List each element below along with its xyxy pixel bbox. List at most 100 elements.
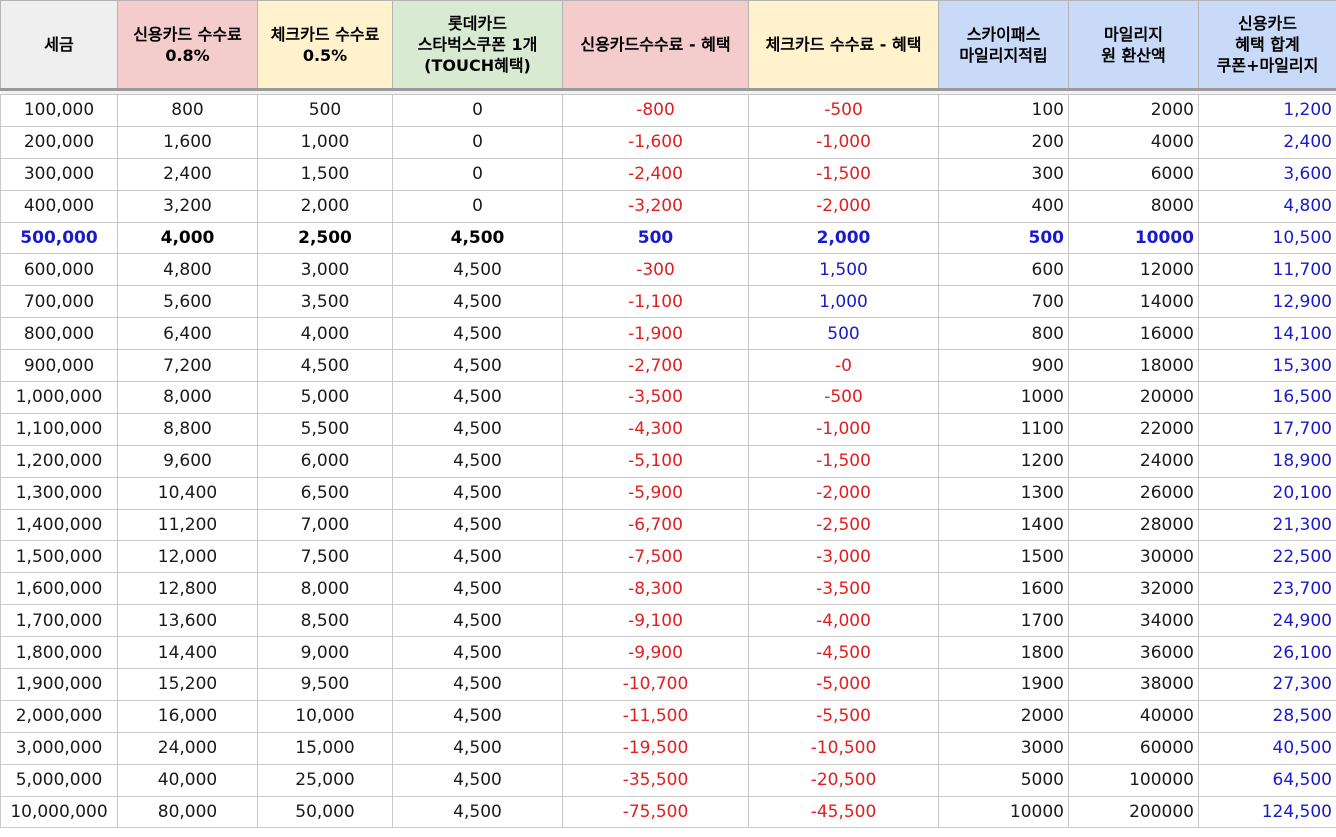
cell-skypass-mileage[interactable]: 1000 bbox=[938, 381, 1069, 414]
cell-check-minus-benefit[interactable]: -3,000 bbox=[748, 540, 939, 574]
cell-check-fee[interactable]: 3,000 bbox=[257, 253, 393, 287]
cell-mileage-won-value[interactable]: 36000 bbox=[1068, 636, 1199, 670]
cell-mileage-won-value[interactable]: 8000 bbox=[1068, 189, 1199, 223]
column-header-credit-total-benefit[interactable]: 신용카드 혜택 합계 쿠폰+마일리지 bbox=[1198, 0, 1336, 90]
cell-credit-minus-benefit[interactable]: -4,300 bbox=[562, 412, 749, 446]
cell-credit-fee[interactable]: 14,400 bbox=[117, 636, 258, 670]
cell-starbucks-coupon[interactable]: 4,500 bbox=[392, 731, 563, 765]
cell-skypass-mileage[interactable]: 1400 bbox=[938, 508, 1069, 542]
cell-credit-minus-benefit[interactable]: -300 bbox=[562, 253, 749, 287]
cell-credit-minus-benefit[interactable]: -2,700 bbox=[562, 349, 749, 383]
column-header-skypass-mileage[interactable]: 스카이패스 마일리지적립 bbox=[938, 0, 1069, 90]
cell-starbucks-coupon[interactable]: 4,500 bbox=[392, 668, 563, 701]
cell-starbucks-coupon[interactable]: 4,500 bbox=[392, 699, 563, 733]
cell-credit-fee[interactable]: 3,200 bbox=[117, 189, 258, 223]
cell-mileage-won-value[interactable]: 6000 bbox=[1068, 157, 1199, 191]
cell-credit-minus-benefit[interactable]: -5,100 bbox=[562, 444, 749, 478]
cell-credit-fee[interactable]: 80,000 bbox=[117, 795, 258, 829]
cell-check-minus-benefit[interactable]: -0 bbox=[748, 349, 939, 383]
cell-credit-fee[interactable]: 10,400 bbox=[117, 476, 258, 510]
cell-credit-fee[interactable]: 2,400 bbox=[117, 157, 258, 191]
cell-tax[interactable]: 3,000,000 bbox=[0, 731, 118, 765]
cell-mileage-won-value[interactable]: 60000 bbox=[1068, 731, 1199, 765]
cell-credit-fee[interactable]: 4,800 bbox=[117, 253, 258, 287]
cell-credit-minus-benefit[interactable]: -5,900 bbox=[562, 476, 749, 510]
cell-credit-fee[interactable]: 5,600 bbox=[117, 285, 258, 319]
cell-check-minus-benefit[interactable]: -5,500 bbox=[748, 699, 939, 733]
cell-skypass-mileage[interactable]: 200 bbox=[938, 125, 1069, 159]
cell-credit-total-benefit[interactable]: 23,700 bbox=[1198, 572, 1336, 606]
cell-starbucks-coupon[interactable]: 0 bbox=[392, 189, 563, 223]
cell-check-minus-benefit[interactable]: -5,000 bbox=[748, 668, 939, 701]
cell-check-fee[interactable]: 9,000 bbox=[257, 636, 393, 670]
cell-starbucks-coupon[interactable]: 4,500 bbox=[392, 572, 563, 606]
column-header-mileage-won-value[interactable]: 마일리지 원 환산액 bbox=[1068, 0, 1199, 90]
cell-check-minus-benefit[interactable]: -500 bbox=[748, 381, 939, 414]
cell-check-fee[interactable]: 25,000 bbox=[257, 763, 393, 797]
cell-check-fee[interactable]: 6,000 bbox=[257, 444, 393, 478]
cell-check-fee[interactable]: 5,000 bbox=[257, 381, 393, 414]
cell-skypass-mileage[interactable]: 500 bbox=[938, 221, 1069, 255]
cell-check-fee[interactable]: 1,500 bbox=[257, 157, 393, 191]
cell-check-fee[interactable]: 4,000 bbox=[257, 317, 393, 351]
cell-credit-fee[interactable]: 11,200 bbox=[117, 508, 258, 542]
cell-tax[interactable]: 800,000 bbox=[0, 317, 118, 351]
cell-credit-fee[interactable]: 1,600 bbox=[117, 125, 258, 159]
cell-credit-minus-benefit[interactable]: -9,900 bbox=[562, 636, 749, 670]
cell-starbucks-coupon[interactable]: 4,500 bbox=[392, 444, 563, 478]
cell-credit-total-benefit[interactable]: 1,200 bbox=[1198, 94, 1336, 127]
cell-starbucks-coupon[interactable]: 4,500 bbox=[392, 221, 563, 255]
cell-credit-fee[interactable]: 7,200 bbox=[117, 349, 258, 383]
cell-credit-minus-benefit[interactable]: -11,500 bbox=[562, 699, 749, 733]
cell-starbucks-coupon[interactable]: 4,500 bbox=[392, 763, 563, 797]
cell-starbucks-coupon[interactable]: 4,500 bbox=[392, 381, 563, 414]
cell-check-fee[interactable]: 8,000 bbox=[257, 572, 393, 606]
cell-tax[interactable]: 1,000,000 bbox=[0, 381, 118, 414]
cell-tax[interactable]: 5,000,000 bbox=[0, 763, 118, 797]
cell-credit-fee[interactable]: 13,600 bbox=[117, 604, 258, 638]
cell-tax[interactable]: 1,300,000 bbox=[0, 476, 118, 510]
cell-credit-minus-benefit[interactable]: -800 bbox=[562, 94, 749, 127]
cell-check-minus-benefit[interactable]: 1,500 bbox=[748, 253, 939, 287]
column-header-check-fee[interactable]: 체크카드 수수료 0.5% bbox=[257, 0, 393, 90]
cell-check-minus-benefit[interactable]: -1,500 bbox=[748, 444, 939, 478]
cell-mileage-won-value[interactable]: 32000 bbox=[1068, 572, 1199, 606]
cell-skypass-mileage[interactable]: 1100 bbox=[938, 412, 1069, 446]
cell-credit-minus-benefit[interactable]: -7,500 bbox=[562, 540, 749, 574]
cell-credit-total-benefit[interactable]: 21,300 bbox=[1198, 508, 1336, 542]
cell-check-minus-benefit[interactable]: -10,500 bbox=[748, 731, 939, 765]
cell-starbucks-coupon[interactable]: 4,500 bbox=[392, 412, 563, 446]
cell-mileage-won-value[interactable]: 22000 bbox=[1068, 412, 1199, 446]
cell-tax[interactable]: 200,000 bbox=[0, 125, 118, 159]
cell-mileage-won-value[interactable]: 40000 bbox=[1068, 699, 1199, 733]
cell-credit-total-benefit[interactable]: 18,900 bbox=[1198, 444, 1336, 478]
cell-skypass-mileage[interactable]: 600 bbox=[938, 253, 1069, 287]
cell-credit-total-benefit[interactable]: 24,900 bbox=[1198, 604, 1336, 638]
cell-tax[interactable]: 100,000 bbox=[0, 94, 118, 127]
cell-check-minus-benefit[interactable]: 500 bbox=[748, 317, 939, 351]
cell-check-fee[interactable]: 7,500 bbox=[257, 540, 393, 574]
cell-mileage-won-value[interactable]: 20000 bbox=[1068, 381, 1199, 414]
cell-credit-fee[interactable]: 800 bbox=[117, 94, 258, 127]
cell-credit-minus-benefit[interactable]: -19,500 bbox=[562, 731, 749, 765]
cell-tax[interactable]: 1,500,000 bbox=[0, 540, 118, 574]
cell-credit-fee[interactable]: 4,000 bbox=[117, 221, 258, 255]
cell-tax[interactable]: 1,400,000 bbox=[0, 508, 118, 542]
cell-starbucks-coupon[interactable]: 4,500 bbox=[392, 636, 563, 670]
cell-starbucks-coupon[interactable]: 4,500 bbox=[392, 508, 563, 542]
cell-check-fee[interactable]: 15,000 bbox=[257, 731, 393, 765]
cell-starbucks-coupon[interactable]: 4,500 bbox=[392, 349, 563, 383]
cell-starbucks-coupon[interactable]: 4,500 bbox=[392, 253, 563, 287]
cell-credit-minus-benefit[interactable]: -75,500 bbox=[562, 795, 749, 829]
column-header-credit-fee[interactable]: 신용카드 수수료 0.8% bbox=[117, 0, 258, 90]
cell-check-minus-benefit[interactable]: 2,000 bbox=[748, 221, 939, 255]
cell-mileage-won-value[interactable]: 16000 bbox=[1068, 317, 1199, 351]
cell-check-fee[interactable]: 3,500 bbox=[257, 285, 393, 319]
cell-tax[interactable]: 1,700,000 bbox=[0, 604, 118, 638]
cell-check-fee[interactable]: 4,500 bbox=[257, 349, 393, 383]
cell-check-fee[interactable]: 10,000 bbox=[257, 699, 393, 733]
cell-tax[interactable]: 1,200,000 bbox=[0, 444, 118, 478]
cell-credit-total-benefit[interactable]: 20,100 bbox=[1198, 476, 1336, 510]
cell-check-minus-benefit[interactable]: -1,500 bbox=[748, 157, 939, 191]
cell-credit-minus-benefit[interactable]: -10,700 bbox=[562, 668, 749, 701]
